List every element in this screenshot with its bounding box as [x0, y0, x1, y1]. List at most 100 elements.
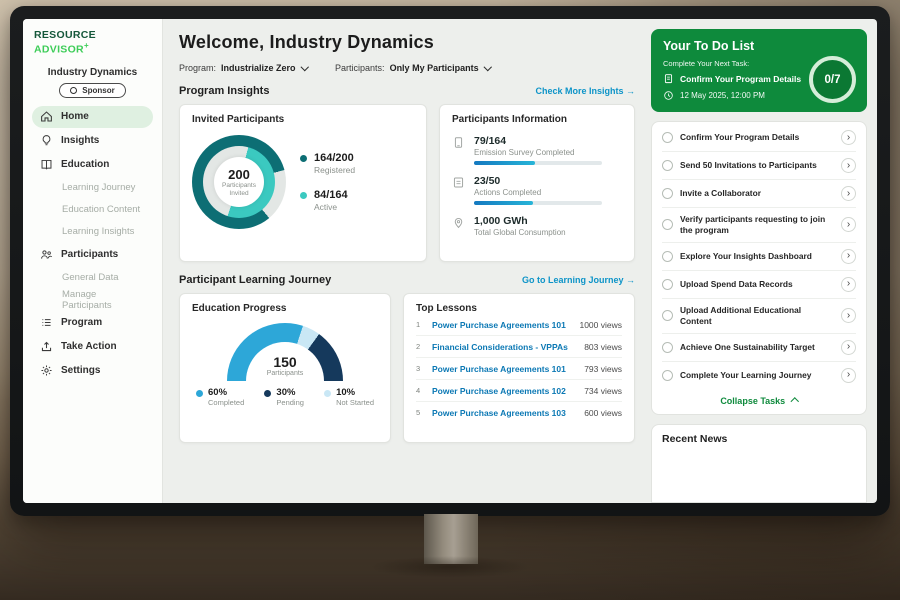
legend-dot [324, 390, 332, 397]
arrow-right-icon: → [626, 86, 635, 96]
sidebar-item-insights[interactable]: Insights [32, 130, 153, 152]
dashboard-screen: RESOURCE ADVISOR+ Industry Dynamics Spon… [23, 19, 877, 503]
gauge-legend: 60% Completed 30% Pending [192, 385, 378, 407]
sidebar-item-manage-participants[interactable]: Manage Participants [32, 289, 153, 311]
legend-value: 60% [208, 387, 228, 398]
lesson-row: 3 Power Purchase Agreements 101 793 view… [416, 358, 622, 380]
section-title: Program Insights [179, 85, 270, 97]
task-label: Send 50 Invitations to Participants [680, 160, 817, 171]
link-label: Go to Learning Journey [521, 275, 624, 285]
task-label: Invite a Collaborator [680, 188, 761, 199]
task-row[interactable]: Confirm Your Program Details › [662, 124, 856, 152]
bulb-icon [40, 134, 53, 147]
participants-select[interactable]: Participants: Only My Participants [335, 63, 492, 73]
participants-select-value: Only My Participants [389, 63, 479, 73]
task-checkbox[interactable] [662, 132, 673, 143]
chevron-right-icon[interactable]: › [841, 130, 856, 145]
sidebar-item-participants[interactable]: Participants [32, 244, 153, 266]
legend-dot [264, 390, 272, 397]
task-row[interactable]: Invite a Collaborator › [662, 180, 856, 208]
task-row[interactable]: Complete Your Learning Journey › [662, 362, 856, 389]
task-checkbox[interactable] [662, 369, 673, 381]
chevron-right-icon[interactable]: › [841, 308, 856, 324]
progress-fill [474, 161, 536, 165]
recent-news-card: Recent News [651, 423, 867, 503]
legend-value: 164/200 [314, 152, 354, 164]
lesson-link[interactable]: Power Purchase Agreements 101 [432, 363, 566, 374]
sidebar-item-education[interactable]: Education [32, 154, 153, 176]
sidebar-item-general-data[interactable]: General Data [32, 268, 153, 288]
lesson-row: 2 Financial Considerations - VPPAs 803 v… [416, 336, 622, 358]
sidebar-item-label: Home [61, 111, 89, 122]
task-checkbox[interactable] [662, 219, 673, 231]
check-more-insights-link[interactable]: Check More Insights → [535, 86, 635, 96]
sidebar-item-take-action[interactable]: Take Action [32, 336, 153, 358]
lesson-link[interactable]: Financial Considerations - VPPAs [432, 341, 568, 352]
go-to-learning-journey-link[interactable]: Go to Learning Journey → [522, 275, 635, 285]
task-row[interactable]: Upload Spend Data Records › [662, 271, 856, 299]
metric-label: Actions Completed [474, 188, 542, 197]
chevron-right-icon[interactable]: › [841, 339, 856, 355]
donut-center-value: 200 [228, 167, 250, 183]
clock-icon [663, 90, 674, 101]
sidebar-item-label: Insights [61, 135, 100, 146]
chevron-right-icon[interactable]: › [841, 276, 856, 292]
lesson-views: 793 views [584, 363, 622, 374]
chevron-right-icon[interactable]: › [841, 217, 856, 233]
legend-item-active: 84/164 Active [300, 189, 355, 212]
sidebar-item-program[interactable]: Program [32, 312, 153, 334]
sidebar-item-learning-insights[interactable]: Learning Insights [32, 222, 153, 242]
task-label: Verify participants requesting to join t… [680, 214, 826, 235]
top-lessons-card: Top Lessons 1 Power Purchase Agreements … [403, 293, 635, 443]
book-icon [40, 158, 53, 171]
sponsor-badge: Sponsor [59, 82, 126, 98]
task-checkbox[interactable] [662, 188, 673, 199]
gauge-center-value: 150 [273, 354, 297, 370]
progress-track [474, 201, 602, 205]
gear-icon [40, 364, 53, 377]
legend-label: Completed [208, 398, 245, 407]
task-label: Achieve One Sustainability Target [680, 341, 815, 352]
clipboard-icon [663, 73, 674, 84]
chevron-right-icon[interactable]: › [841, 186, 856, 201]
metric-value: 23/50 [474, 175, 501, 187]
sidebar-item-learning-journey[interactable]: Learning Journey [32, 178, 153, 198]
chevron-up-icon [791, 398, 799, 407]
logo-text-advisor: ADVISOR [34, 43, 84, 56]
task-row[interactable]: Explore Your Insights Dashboard › [662, 243, 856, 271]
task-row[interactable]: Achieve One Sustainability Target › [662, 334, 856, 362]
sponsor-badge-icon [70, 86, 78, 94]
arrow-right-icon: → [626, 275, 635, 285]
monitor-stand [424, 514, 478, 564]
collapse-tasks-button[interactable]: Collapse Tasks [662, 389, 856, 411]
link-label: Check More Insights [535, 86, 624, 96]
legend-dot [196, 390, 203, 397]
education-progress-card: Education Progress 150 Participants [179, 293, 391, 443]
chevron-right-icon[interactable]: › [841, 367, 856, 383]
task-checkbox[interactable] [662, 250, 673, 262]
chevron-down-icon [483, 63, 492, 71]
task-checkbox[interactable] [662, 341, 673, 353]
sidebar-item-home[interactable]: Home [32, 105, 153, 128]
lesson-views: 734 views [584, 385, 622, 396]
sidebar-item-education-content[interactable]: Education Content [32, 200, 153, 220]
task-checkbox[interactable] [662, 160, 673, 171]
program-select[interactable]: Program: Industrialize Zero [179, 63, 309, 73]
users-icon [40, 248, 53, 261]
task-row[interactable]: Verify participants requesting to join t… [662, 208, 856, 243]
metric-value: 79/164 [474, 135, 507, 147]
task-row[interactable]: Upload Additional Educational Content › [662, 299, 856, 334]
task-row[interactable]: Send 50 Invitations to Participants › [662, 152, 856, 180]
lesson-link[interactable]: Power Purchase Agreements 102 [432, 385, 566, 396]
task-checkbox[interactable] [662, 310, 673, 322]
task-checkbox[interactable] [662, 278, 673, 290]
chevron-right-icon[interactable]: › [841, 248, 856, 264]
lesson-link[interactable]: Power Purchase Agreements 101 [432, 319, 566, 330]
chevron-right-icon[interactable]: › [841, 158, 856, 173]
lesson-link[interactable]: Power Purchase Agreements 103 [432, 407, 566, 418]
lesson-views: 1000 views [579, 319, 622, 330]
card-title: Invited Participants [192, 114, 285, 125]
sidebar-item-settings[interactable]: Settings [32, 360, 153, 382]
card-title: Participants Information [452, 114, 568, 125]
